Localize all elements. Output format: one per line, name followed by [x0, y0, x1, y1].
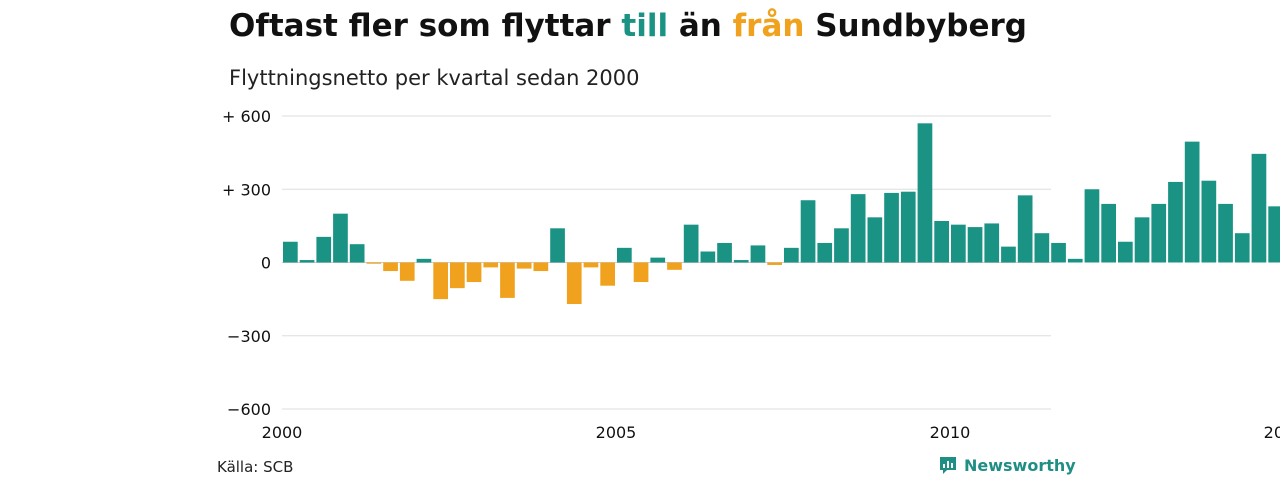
bar	[500, 262, 515, 298]
bar	[333, 213, 348, 263]
bar	[867, 217, 883, 263]
bar	[600, 262, 615, 286]
bar	[1251, 153, 1267, 263]
x-tick-label: 2005	[596, 423, 637, 442]
brand-logo: Newsworthy	[938, 455, 1076, 475]
bar	[1017, 195, 1033, 263]
bar	[1134, 217, 1150, 263]
source-note: Källa: SCB	[217, 458, 294, 476]
bar	[1201, 180, 1217, 263]
bar	[700, 251, 716, 263]
bar	[1268, 206, 1280, 263]
bar	[366, 262, 382, 264]
bar	[934, 220, 949, 263]
y-tick-label: + 300	[222, 180, 271, 199]
bar	[750, 245, 766, 263]
bar	[917, 123, 933, 263]
bar	[433, 262, 448, 300]
bar	[834, 228, 849, 263]
y-tick-label: + 600	[222, 107, 271, 126]
bar	[767, 262, 782, 265]
bar	[1184, 141, 1200, 263]
bar	[1101, 203, 1116, 263]
bar	[450, 262, 465, 289]
bar	[733, 260, 749, 263]
x-tick-label: 2015	[1264, 423, 1280, 442]
x-tick-label: 2010	[930, 423, 971, 442]
title-part-2: än	[668, 8, 733, 44]
bar	[951, 224, 966, 263]
bar	[583, 262, 599, 268]
bar	[1001, 246, 1016, 263]
brand-name: Newsworthy	[964, 455, 1076, 475]
bar	[483, 262, 499, 268]
bar	[466, 262, 482, 283]
y-tick-label: 0	[261, 254, 271, 273]
bar	[516, 262, 532, 269]
bar	[1067, 258, 1083, 263]
bar	[617, 247, 632, 263]
bar	[717, 242, 732, 263]
bar	[900, 191, 916, 263]
bar	[967, 227, 983, 263]
title-part-3: Sundbyberg	[804, 8, 1027, 44]
x-tick-label: 2000	[262, 423, 303, 442]
title-part-1: Oftast fler som flyttar	[229, 8, 622, 44]
title-word-to: till	[621, 8, 669, 44]
bar	[667, 262, 682, 270]
bar	[784, 247, 799, 263]
bar	[683, 224, 699, 263]
chart-subtitle: Flyttningsnetto per kvartal sedan 2000	[229, 66, 640, 90]
bar	[316, 236, 332, 263]
bar	[533, 262, 549, 272]
y-tick-label: −600	[227, 400, 271, 419]
bar	[633, 262, 649, 283]
bar	[399, 262, 415, 281]
bar	[800, 200, 816, 263]
bar	[850, 194, 866, 263]
bar	[1118, 241, 1133, 263]
bar	[550, 228, 565, 263]
chart-title: Oftast fler som flyttar till än från Sun…	[229, 8, 1027, 44]
bar	[1218, 203, 1233, 263]
newsworthy-logo-icon	[940, 457, 956, 474]
bar	[299, 260, 315, 263]
y-tick-label: −300	[227, 327, 271, 346]
bar	[1051, 242, 1066, 263]
bar	[1034, 233, 1050, 263]
title-word-from: från	[732, 8, 805, 44]
bar	[1084, 189, 1100, 263]
bar	[416, 258, 432, 263]
bar	[566, 262, 582, 305]
bar	[283, 241, 298, 263]
bar	[1234, 233, 1250, 263]
bar	[1168, 181, 1183, 263]
bar	[650, 257, 666, 263]
bar	[1151, 203, 1167, 263]
bar	[817, 242, 833, 263]
bar	[349, 244, 365, 263]
bar	[984, 223, 1000, 263]
bar	[383, 262, 398, 272]
bar	[884, 192, 899, 263]
